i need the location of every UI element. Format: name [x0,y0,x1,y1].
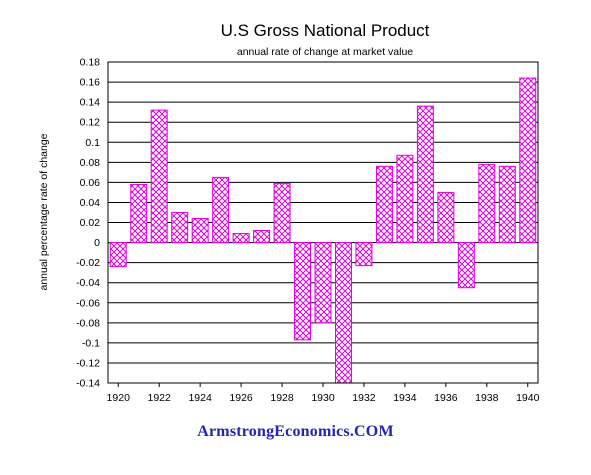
y-tick-label: 0.04 [80,197,101,209]
bar-1933 [375,165,393,244]
bar-1937 [457,242,475,289]
bars [109,77,537,384]
bar-1920 [109,242,127,268]
x-tick-label: 1930 [311,392,335,404]
y-tick-label: 0.14 [80,97,101,109]
bar-1927 [253,230,271,244]
y-tick-label: -0.06 [76,297,100,309]
y-tick-label: -0.02 [76,257,100,269]
chart-subtitle: annual rate of change at market value [237,46,413,58]
x-tick-label: 1920 [107,392,131,404]
bar-1923 [171,211,189,244]
bar-1921 [130,183,148,244]
x-tick-label: 1926 [229,392,253,404]
bar-1929 [294,242,312,341]
y-tick-label: 0.02 [80,217,101,229]
bar-1922 [150,109,168,244]
chart-title: U.S Gross National Product [221,21,430,40]
x-tick-label: 1924 [188,392,212,404]
x-tick-label: 1928 [270,392,294,404]
y-tick-label: 0.06 [80,177,101,189]
x-tick-label: 1936 [434,392,458,404]
plot-frame [107,61,539,384]
y-tick-label: 0.16 [80,77,101,89]
y-tick-label: -0.1 [82,337,100,349]
bar-1934 [396,154,414,244]
y-tick-label: 0.18 [80,57,101,69]
bar-1931 [334,242,352,384]
y-tick-label: -0.08 [76,317,100,329]
bar-1926 [232,233,250,244]
bar-1940 [519,77,537,244]
y-tick-label: 0.08 [80,157,101,169]
x-tick-label: 1922 [148,392,172,404]
bar-1939 [498,165,516,244]
y-tick-label: -0.04 [76,277,100,289]
y-axis-label: annual percentage rate of change [38,133,50,290]
watermark: ArmstrongEconomics.COM [197,423,394,440]
x-tick-label: 1932 [352,392,376,404]
y-tick-label: -0.14 [76,378,100,390]
bar-1930 [314,242,332,324]
y-tick-label: 0 [94,237,100,249]
y-tick-label: -0.12 [76,357,100,369]
bar-1928 [273,182,291,244]
bar-1932 [355,242,373,267]
bar-1925 [212,176,230,244]
x-tick-label: 1934 [393,392,417,404]
y-tick-label: 0.12 [80,117,101,129]
x-tick-label: 1938 [475,392,499,404]
y-tick-label: 0.1 [85,137,100,149]
bar-1938 [478,163,496,244]
bar-1936 [437,191,455,244]
x-tick-labels: 1920 1922 1924 1926 1928 1930 1932 1934 1936 1938… [107,383,540,404]
bar-1935 [416,105,434,244]
y-tick-labels: 0.18 0.16 0.14 0.12 0.1 0.08 0.06 0.04 0.02 0 -0.0… [76,57,100,390]
bar-1924 [191,217,209,244]
x-tick-label: 1940 [516,392,540,404]
